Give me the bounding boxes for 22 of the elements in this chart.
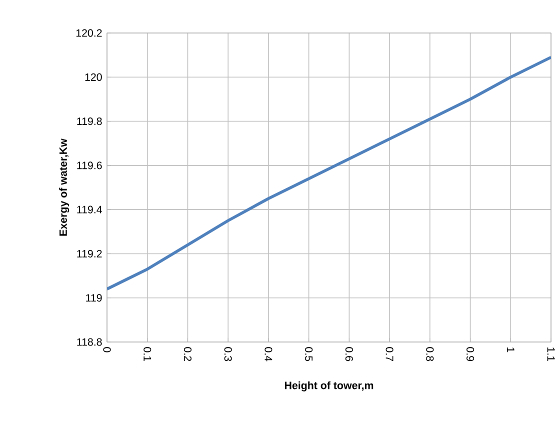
x-tick-label: 1	[506, 348, 514, 352]
x-tick-label: 0.4	[264, 347, 272, 362]
x-tick-label: 0.1	[144, 347, 152, 362]
y-tick-label: 119.2	[77, 250, 102, 258]
y-tick-label: 120	[85, 73, 102, 81]
y-tick-label: 119.6	[77, 162, 102, 170]
x-tick-label: 0.7	[386, 347, 394, 361]
x-tick-label: 0.2	[184, 347, 192, 361]
y-tick-label: 120.2	[76, 29, 102, 37]
x-axis-title: Height of tower,m	[284, 381, 374, 392]
x-tick-label: 1.1	[547, 348, 555, 362]
y-tick-label: 119	[86, 294, 102, 302]
x-tick-label: 0.3	[224, 347, 232, 362]
y-tick-label: 118.8	[77, 338, 102, 346]
x-tick-label: 0.6	[345, 347, 353, 362]
y-tick-label: 119.4	[77, 206, 102, 214]
y-tick-label: 119.8	[77, 118, 102, 126]
x-tick-label: 0.5	[305, 347, 313, 362]
y-axis-title: Exergy of water,Kw	[59, 138, 70, 236]
x-tick-label: 0.8	[426, 347, 434, 362]
x-tick-label: 0	[103, 347, 111, 352]
x-tick-label: 0.9	[466, 347, 474, 362]
